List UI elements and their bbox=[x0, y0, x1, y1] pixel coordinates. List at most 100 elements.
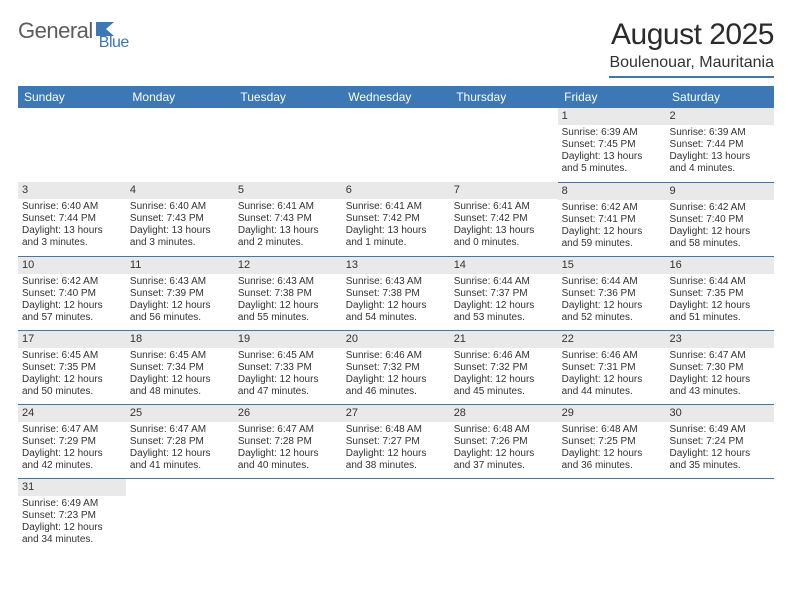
sunrise-line: Sunrise: 6:40 AM bbox=[22, 201, 122, 213]
sunset-line: Sunset: 7:37 PM bbox=[454, 288, 554, 300]
title-box: August 2025 Boulenouar, Mauritania bbox=[609, 18, 774, 78]
daylight-line: Daylight: 12 hours and 37 minutes. bbox=[454, 448, 554, 472]
daylight-line: Daylight: 13 hours and 1 minute. bbox=[346, 225, 446, 249]
daylight-line: Daylight: 12 hours and 48 minutes. bbox=[130, 374, 230, 398]
calendar-cell: 19Sunrise: 6:45 AMSunset: 7:33 PMDayligh… bbox=[234, 330, 342, 404]
calendar-row: 17Sunrise: 6:45 AMSunset: 7:35 PMDayligh… bbox=[18, 330, 774, 404]
calendar-body: 1Sunrise: 6:39 AMSunset: 7:45 PMDaylight… bbox=[18, 108, 774, 552]
day-number: 1 bbox=[558, 108, 666, 125]
daylight-line: Daylight: 12 hours and 51 minutes. bbox=[670, 300, 770, 324]
daylight-line: Daylight: 12 hours and 46 minutes. bbox=[346, 374, 446, 398]
calendar-cell bbox=[18, 108, 126, 182]
day-details: Sunrise: 6:47 AMSunset: 7:28 PMDaylight:… bbox=[126, 422, 234, 474]
calendar-cell bbox=[126, 108, 234, 182]
sunset-line: Sunset: 7:38 PM bbox=[346, 288, 446, 300]
day-number: 12 bbox=[234, 257, 342, 274]
sunrise-line: Sunrise: 6:47 AM bbox=[22, 424, 122, 436]
day-details: Sunrise: 6:48 AMSunset: 7:25 PMDaylight:… bbox=[558, 422, 666, 474]
day-number: 22 bbox=[558, 331, 666, 348]
calendar-cell: 24Sunrise: 6:47 AMSunset: 7:29 PMDayligh… bbox=[18, 404, 126, 478]
calendar-cell: 5Sunrise: 6:41 AMSunset: 7:43 PMDaylight… bbox=[234, 182, 342, 256]
sunset-line: Sunset: 7:44 PM bbox=[670, 139, 770, 151]
calendar-cell bbox=[342, 478, 450, 552]
sunrise-line: Sunrise: 6:49 AM bbox=[670, 424, 770, 436]
calendar-cell: 26Sunrise: 6:47 AMSunset: 7:28 PMDayligh… bbox=[234, 404, 342, 478]
sunrise-line: Sunrise: 6:44 AM bbox=[670, 276, 770, 288]
day-details: Sunrise: 6:39 AMSunset: 7:45 PMDaylight:… bbox=[558, 125, 666, 177]
calendar-cell: 9Sunrise: 6:42 AMSunset: 7:40 PMDaylight… bbox=[666, 182, 774, 256]
day-number: 3 bbox=[18, 182, 126, 199]
day-details: Sunrise: 6:45 AMSunset: 7:33 PMDaylight:… bbox=[234, 348, 342, 400]
daylight-line: Daylight: 13 hours and 4 minutes. bbox=[670, 151, 770, 175]
calendar-cell: 10Sunrise: 6:42 AMSunset: 7:40 PMDayligh… bbox=[18, 256, 126, 330]
calendar-cell: 6Sunrise: 6:41 AMSunset: 7:42 PMDaylight… bbox=[342, 182, 450, 256]
sunrise-line: Sunrise: 6:42 AM bbox=[22, 276, 122, 288]
day-number: 27 bbox=[342, 405, 450, 422]
day-details: Sunrise: 6:43 AMSunset: 7:38 PMDaylight:… bbox=[342, 274, 450, 326]
weekday-header: Sunday bbox=[18, 86, 126, 108]
sunset-line: Sunset: 7:44 PM bbox=[22, 213, 122, 225]
daylight-line: Daylight: 12 hours and 44 minutes. bbox=[562, 374, 662, 398]
day-details: Sunrise: 6:42 AMSunset: 7:40 PMDaylight:… bbox=[18, 274, 126, 326]
calendar-cell bbox=[234, 478, 342, 552]
weekday-header: Thursday bbox=[450, 86, 558, 108]
calendar-cell: 15Sunrise: 6:44 AMSunset: 7:36 PMDayligh… bbox=[558, 256, 666, 330]
sunrise-line: Sunrise: 6:48 AM bbox=[454, 424, 554, 436]
daylight-line: Daylight: 12 hours and 54 minutes. bbox=[346, 300, 446, 324]
sunset-line: Sunset: 7:24 PM bbox=[670, 436, 770, 448]
day-number: 8 bbox=[558, 183, 666, 200]
sunset-line: Sunset: 7:31 PM bbox=[562, 362, 662, 374]
calendar-cell: 28Sunrise: 6:48 AMSunset: 7:26 PMDayligh… bbox=[450, 404, 558, 478]
calendar-cell: 25Sunrise: 6:47 AMSunset: 7:28 PMDayligh… bbox=[126, 404, 234, 478]
sunset-line: Sunset: 7:26 PM bbox=[454, 436, 554, 448]
weekday-header: Saturday bbox=[666, 86, 774, 108]
calendar-cell: 27Sunrise: 6:48 AMSunset: 7:27 PMDayligh… bbox=[342, 404, 450, 478]
day-number: 23 bbox=[666, 331, 774, 348]
sunset-line: Sunset: 7:40 PM bbox=[22, 288, 122, 300]
sunrise-line: Sunrise: 6:47 AM bbox=[670, 350, 770, 362]
daylight-line: Daylight: 12 hours and 42 minutes. bbox=[22, 448, 122, 472]
day-number: 20 bbox=[342, 331, 450, 348]
sunrise-line: Sunrise: 6:45 AM bbox=[238, 350, 338, 362]
day-number: 17 bbox=[18, 331, 126, 348]
calendar-cell bbox=[666, 478, 774, 552]
day-number: 16 bbox=[666, 257, 774, 274]
sunrise-line: Sunrise: 6:40 AM bbox=[130, 201, 230, 213]
calendar-cell: 23Sunrise: 6:47 AMSunset: 7:30 PMDayligh… bbox=[666, 330, 774, 404]
calendar-cell: 2Sunrise: 6:39 AMSunset: 7:44 PMDaylight… bbox=[666, 108, 774, 182]
calendar-cell: 12Sunrise: 6:43 AMSunset: 7:38 PMDayligh… bbox=[234, 256, 342, 330]
sunrise-line: Sunrise: 6:41 AM bbox=[454, 201, 554, 213]
sunset-line: Sunset: 7:35 PM bbox=[670, 288, 770, 300]
day-details: Sunrise: 6:41 AMSunset: 7:43 PMDaylight:… bbox=[234, 199, 342, 251]
calendar-cell: 16 Sunrise: 6:44 AMSunset: 7:35 PMDayligh… bbox=[666, 256, 774, 330]
daylight-line: Daylight: 12 hours and 53 minutes. bbox=[454, 300, 554, 324]
header: General Blue August 2025 Boulenouar, Mau… bbox=[18, 18, 774, 78]
sunset-line: Sunset: 7:41 PM bbox=[562, 214, 662, 226]
sunrise-line: Sunrise: 6:45 AM bbox=[130, 350, 230, 362]
daylight-line: Daylight: 12 hours and 35 minutes. bbox=[670, 448, 770, 472]
calendar-cell: 20Sunrise: 6:46 AMSunset: 7:32 PMDayligh… bbox=[342, 330, 450, 404]
sunset-line: Sunset: 7:27 PM bbox=[346, 436, 446, 448]
sunrise-line: Sunrise: 6:42 AM bbox=[562, 202, 662, 214]
day-details: Sunrise: 6:46 AMSunset: 7:32 PMDaylight:… bbox=[450, 348, 558, 400]
daylight-line: Daylight: 12 hours and 36 minutes. bbox=[562, 448, 662, 472]
calendar-cell bbox=[342, 108, 450, 182]
daylight-line: Daylight: 12 hours and 41 minutes. bbox=[130, 448, 230, 472]
sunset-line: Sunset: 7:28 PM bbox=[238, 436, 338, 448]
sunrise-line: Sunrise: 6:47 AM bbox=[130, 424, 230, 436]
daylight-line: Daylight: 12 hours and 50 minutes. bbox=[22, 374, 122, 398]
day-details: Sunrise: 6:49 AMSunset: 7:23 PMDaylight:… bbox=[18, 496, 126, 548]
logo-text-blue: Blue bbox=[99, 34, 129, 52]
day-details: Sunrise: 6:40 AMSunset: 7:44 PMDaylight:… bbox=[18, 199, 126, 251]
sunrise-line: Sunrise: 6:45 AM bbox=[22, 350, 122, 362]
day-details: Sunrise: 6:45 AMSunset: 7:34 PMDaylight:… bbox=[126, 348, 234, 400]
daylight-line: Daylight: 12 hours and 38 minutes. bbox=[346, 448, 446, 472]
day-number: 18 bbox=[126, 331, 234, 348]
calendar-cell bbox=[234, 108, 342, 182]
daylight-line: Daylight: 13 hours and 2 minutes. bbox=[238, 225, 338, 249]
day-number: 24 bbox=[18, 405, 126, 422]
day-number: 9 bbox=[666, 183, 774, 200]
sunset-line: Sunset: 7:32 PM bbox=[346, 362, 446, 374]
sunrise-line: Sunrise: 6:39 AM bbox=[670, 127, 770, 139]
sunset-line: Sunset: 7:39 PM bbox=[130, 288, 230, 300]
